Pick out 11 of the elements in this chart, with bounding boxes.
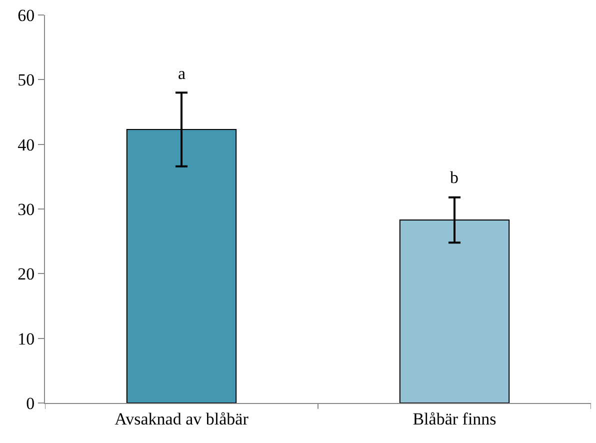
- y-tick-label: 60: [18, 6, 35, 25]
- y-tick-label: 30: [18, 200, 35, 219]
- y-tick-label: 20: [18, 264, 35, 284]
- annotation: b: [450, 168, 458, 187]
- y-tick-label: 50: [18, 70, 35, 90]
- x-tick-label: Blåbär finns: [412, 409, 496, 428]
- annotation: a: [178, 64, 186, 83]
- y-tick-label: 10: [18, 329, 35, 348]
- y-tick-label: 40: [18, 135, 35, 154]
- x-tick-label: Avsaknad av blåbär: [114, 409, 249, 428]
- y-tick-label: 0: [26, 394, 35, 413]
